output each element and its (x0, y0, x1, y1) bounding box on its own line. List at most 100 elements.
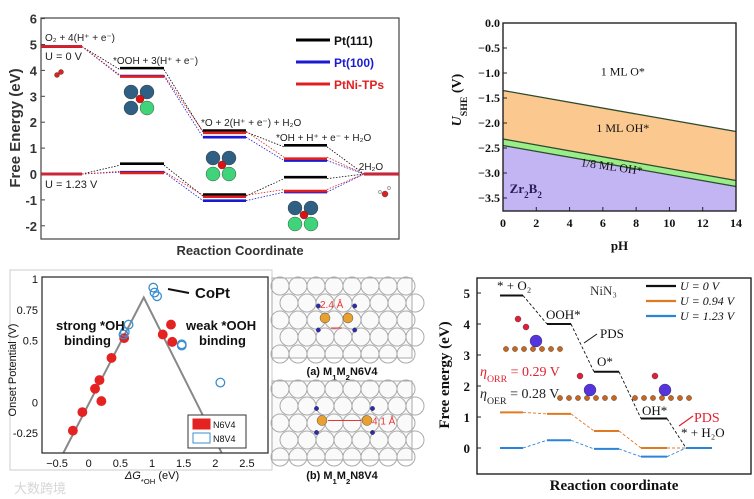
atom-icon (557, 346, 563, 352)
y-tick-label: 0 (464, 441, 471, 456)
eta-orr: ηORR = 0.29 V (480, 365, 560, 385)
pds-arrow-red (678, 415, 694, 427)
connector (570, 413, 595, 432)
atom-icon (299, 210, 309, 220)
adsorbate-structure-icon (557, 372, 617, 401)
step-label: *O + 2(H⁺ + e⁻) + H₂O (201, 118, 302, 129)
graphene-hex-icon (405, 396, 425, 416)
y-tick-label: 4 (464, 317, 471, 332)
data-point-n6v4 (67, 425, 78, 436)
y-axis-label: USHE (V) (450, 73, 470, 126)
data-point-n6v4 (90, 383, 100, 394)
step-label: O₂ + 4(H⁺ + e⁻) (45, 33, 115, 44)
metal-atom-icon (316, 415, 328, 426)
y-tick-label: 5 (30, 38, 37, 53)
connector-u0 (326, 160, 365, 175)
x-axis-label: pH (611, 238, 628, 253)
nitrogen-atom-icon (314, 406, 319, 411)
step-label: OOH* (546, 307, 581, 322)
o2-molecule-icon (54, 69, 64, 78)
structure-caption-part: (b) M (306, 470, 332, 482)
plot-frame (476, 277, 752, 475)
step-label: O* (597, 354, 613, 369)
structure-caption-part: M (337, 470, 346, 482)
atom-icon (123, 100, 139, 116)
y-tick-label: 4 (30, 63, 38, 78)
surface-structure-icon (123, 84, 155, 116)
legend-label: N8V4 (213, 434, 236, 444)
y-tick-label: -0.25 (13, 428, 38, 440)
y-tick-label: 2 (464, 379, 471, 394)
y-axis-label: Free energy (eV) (437, 321, 453, 428)
y-tick-label: −0.5 (478, 41, 500, 55)
x-tick-label: 6 (600, 216, 606, 230)
graphene-hex-icon (405, 293, 425, 313)
atom-icon (583, 383, 597, 397)
connector (666, 447, 687, 458)
region-label-zr2b2: Zr2B2 (510, 181, 543, 200)
boundary-line (502, 144, 737, 188)
connector (522, 295, 548, 325)
atom-icon (139, 84, 155, 100)
surface-structure-icon (205, 150, 237, 182)
legend-label: U = 0 V (680, 279, 721, 293)
atom-icon (139, 100, 155, 116)
metal-atom-icon (361, 415, 373, 426)
atom-icon (221, 166, 237, 182)
connector-u123 (326, 173, 365, 190)
structure-caption-part: M (336, 366, 345, 378)
atom-icon (557, 395, 563, 401)
eta-oer: ηOER = 0.28 V (480, 387, 559, 407)
eta-oer-part: OER (487, 396, 507, 407)
connector-u123 (163, 171, 204, 201)
y-tick-label: −2.5 (478, 141, 500, 155)
atom-icon (205, 150, 221, 166)
legend-label: N6V4 (213, 420, 236, 430)
y-axis-label: Onset Potential (V) (7, 324, 19, 417)
distance-label: 2.4 Å (320, 298, 344, 311)
atom-icon (529, 334, 543, 348)
x-tick-label: 0.5 (113, 458, 128, 470)
atom-icon (668, 395, 674, 401)
connector-u123 (81, 171, 121, 175)
nitrogen-atom-icon (314, 430, 319, 435)
volcano-line (62, 295, 223, 454)
graphene-hex-icon (396, 447, 416, 467)
panel-pourbaix: 0.0 −0.5 −1.0 −1.5 −2.0 −2.5 −3.0 −3.50 2 4 6 8 10 12… (450, 16, 742, 253)
adsorbate-structure-icon (503, 315, 563, 352)
step-label: * + H₂O (681, 425, 725, 440)
y-tick-label: 5 (464, 286, 471, 301)
region-label-zr2b2-part: B (529, 181, 538, 196)
graphene-hex-icon (405, 430, 425, 450)
region-eighth-oh (503, 139, 736, 187)
connector-u123 (245, 189, 285, 196)
panel-nin3-energy: 5 4 3 2 1 0 Free energy (eV) Reaction coordinat… (437, 277, 752, 494)
atom-icon (503, 346, 509, 352)
x-tick-label: 2 (212, 458, 218, 470)
data-point-n8v4 (176, 339, 187, 350)
structure-caption: (a) M1M2N6V4 (307, 366, 379, 382)
legend-swatch (192, 418, 211, 430)
step-label: 2H₂O (359, 162, 384, 173)
connector (618, 430, 642, 449)
legend-label: Pt(111) (334, 34, 373, 48)
y-axis-label-part: (V) (450, 73, 465, 96)
structure-caption-part: (a) M (307, 366, 333, 378)
atom-icon (575, 395, 581, 401)
distance-label: 4.1 Å (372, 415, 396, 428)
plot-frame (40, 17, 400, 240)
connector-u0 (163, 69, 204, 133)
legend-label: U = 0.94 V (680, 294, 736, 308)
atom-icon (512, 346, 518, 352)
connector-u0 (81, 46, 121, 70)
nitrogen-atom-icon (370, 406, 375, 411)
metal-atom-icon (342, 312, 354, 324)
data-point-n8v4 (152, 291, 163, 302)
x-tick-label: 8 (633, 216, 639, 230)
x-tick-label: 0 (500, 216, 506, 230)
atom-icon (686, 395, 692, 401)
atom-icon (135, 94, 145, 104)
y-tick-label: −3.0 (478, 166, 500, 180)
boundary-line (502, 138, 737, 182)
